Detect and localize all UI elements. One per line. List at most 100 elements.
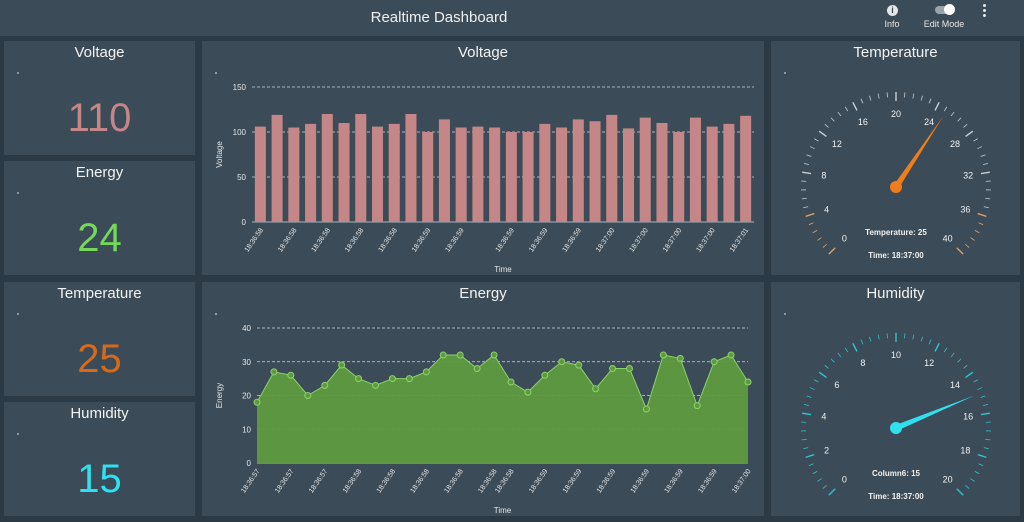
bar bbox=[723, 123, 735, 222]
gauge-tick bbox=[808, 463, 814, 467]
bar bbox=[388, 123, 400, 222]
edit-mode-toggle[interactable]: Edit Mode bbox=[914, 3, 974, 33]
bar bbox=[338, 123, 350, 222]
gauge-tick bbox=[806, 395, 812, 398]
gauge-tick bbox=[801, 438, 807, 441]
x-tick-label: 18:36:59 bbox=[664, 468, 685, 494]
x-tick-label: 18:36:58 bbox=[378, 227, 399, 253]
bar bbox=[455, 127, 467, 222]
y-tick-label: 100 bbox=[233, 128, 247, 137]
gauge-tick-label: 16 bbox=[963, 412, 973, 422]
voltage-value: 110 bbox=[67, 96, 132, 140]
x-tick-label: 18:37:01 bbox=[729, 227, 750, 253]
gauge-tick bbox=[812, 230, 818, 234]
data-point bbox=[659, 351, 667, 359]
data-point bbox=[355, 375, 363, 383]
gauge-tick bbox=[963, 123, 968, 128]
gauge-tick-label: 8 bbox=[821, 171, 826, 181]
x-tick-label: 18:36:58 bbox=[277, 227, 298, 253]
x-tick-label: 18:36:58 bbox=[344, 227, 365, 253]
data-point bbox=[744, 378, 752, 386]
gauge-tick-label: 4 bbox=[824, 205, 829, 215]
data-point bbox=[558, 358, 566, 366]
gauge-tick bbox=[803, 447, 809, 450]
info-label: Info bbox=[884, 19, 900, 29]
x-tick-label: 18:36:59 bbox=[528, 468, 549, 494]
gauge-hub bbox=[890, 422, 902, 434]
gauge-tick bbox=[974, 471, 980, 475]
bar bbox=[556, 127, 568, 222]
bar bbox=[405, 114, 417, 222]
humidity-gauge-card: Humidity 0 2 4 6 8 10 12 14 16 18 20 Column6: 15 Tim… bbox=[771, 282, 1020, 516]
bar bbox=[355, 114, 367, 222]
temperature-gauge-card: Temperature 0 4 8 12 16 20 24 28 32 36 40 Temperatu… bbox=[771, 41, 1020, 275]
data-point bbox=[727, 351, 735, 359]
gauge-tick bbox=[837, 111, 842, 117]
gauge-tick bbox=[973, 138, 978, 142]
bar bbox=[489, 127, 501, 222]
x-tick-label: 18:37:00 bbox=[731, 468, 752, 494]
y-axis-label: Energy bbox=[215, 383, 224, 408]
gauge-tick bbox=[877, 334, 880, 340]
y-tick-label: 50 bbox=[237, 173, 246, 182]
gauge-time-label: Time: 18:37:00 bbox=[868, 492, 924, 501]
x-tick-label: 18:36:59 bbox=[495, 227, 516, 253]
bar bbox=[589, 121, 601, 222]
gauge-tick bbox=[973, 379, 978, 383]
bar bbox=[673, 132, 685, 222]
gauge-tick bbox=[814, 138, 819, 142]
bar bbox=[606, 114, 618, 222]
x-axis-label: Time bbox=[494, 506, 512, 515]
data-point bbox=[676, 354, 684, 362]
gauge-tick bbox=[844, 347, 849, 353]
voltage-card-title: Voltage bbox=[74, 44, 125, 61]
info-icon: i bbox=[887, 5, 898, 16]
gauge-time-label: Time: 18:37:00 bbox=[868, 251, 924, 260]
gauge-tick bbox=[806, 154, 812, 157]
gauge-tick bbox=[877, 93, 880, 99]
gauge-tick bbox=[803, 403, 809, 407]
bar bbox=[689, 117, 701, 222]
x-tick-label: 18:36:57 bbox=[240, 468, 261, 494]
gauge-tick bbox=[869, 336, 872, 342]
gauge-tick bbox=[912, 334, 915, 340]
bar bbox=[639, 117, 651, 222]
data-point bbox=[287, 371, 295, 379]
y-tick-label: 0 bbox=[247, 459, 252, 468]
gauge-tick bbox=[983, 403, 989, 407]
gauge-tick bbox=[985, 197, 991, 200]
gauge-tick bbox=[802, 412, 812, 416]
card-menu-dot bbox=[17, 192, 19, 194]
temperature-card: Temperature 25 bbox=[4, 282, 195, 396]
gauge-tick bbox=[928, 339, 932, 345]
gauge-tick bbox=[830, 117, 835, 122]
data-point bbox=[422, 368, 430, 376]
gauge-tick bbox=[814, 379, 819, 383]
gauge-tick-label: 36 bbox=[960, 205, 970, 215]
x-tick-label: 18:37:00 bbox=[695, 227, 716, 253]
bar bbox=[522, 132, 534, 222]
x-tick-label: 18:36:58 bbox=[410, 468, 431, 494]
humidity-card: Humidity 15 bbox=[4, 402, 195, 516]
y-tick-label: 30 bbox=[242, 358, 251, 367]
gauge-tick bbox=[983, 447, 989, 450]
gauge-tick-label: 4 bbox=[821, 412, 826, 422]
x-tick-label: 18:36:59 bbox=[562, 468, 583, 494]
gauge-tick bbox=[928, 98, 932, 104]
info-button[interactable]: i Info bbox=[874, 3, 910, 33]
more-menu-icon[interactable] bbox=[981, 4, 989, 18]
x-tick-label: 18:36:58 bbox=[443, 468, 464, 494]
x-tick-label: 18:36:58 bbox=[376, 468, 397, 494]
gauge-tick bbox=[808, 222, 814, 226]
data-point bbox=[338, 361, 346, 369]
energy-area-chart: 0 10 20 30 40 18:36:57 18:36:57 18:36:57 18:36:5… bbox=[215, 324, 753, 515]
y-tick-label: 0 bbox=[242, 218, 247, 227]
data-point bbox=[625, 365, 633, 372]
gauge-tick-label: 14 bbox=[950, 380, 960, 390]
gauge-tick bbox=[920, 336, 923, 342]
gauge-tick bbox=[802, 171, 812, 175]
temperature-gauge: 0 4 8 12 16 20 24 28 32 36 40 Temperature: 25 Time: … bbox=[801, 92, 991, 260]
bar bbox=[271, 114, 283, 222]
gauge-tick bbox=[830, 358, 835, 363]
gauge-tick bbox=[812, 471, 818, 475]
